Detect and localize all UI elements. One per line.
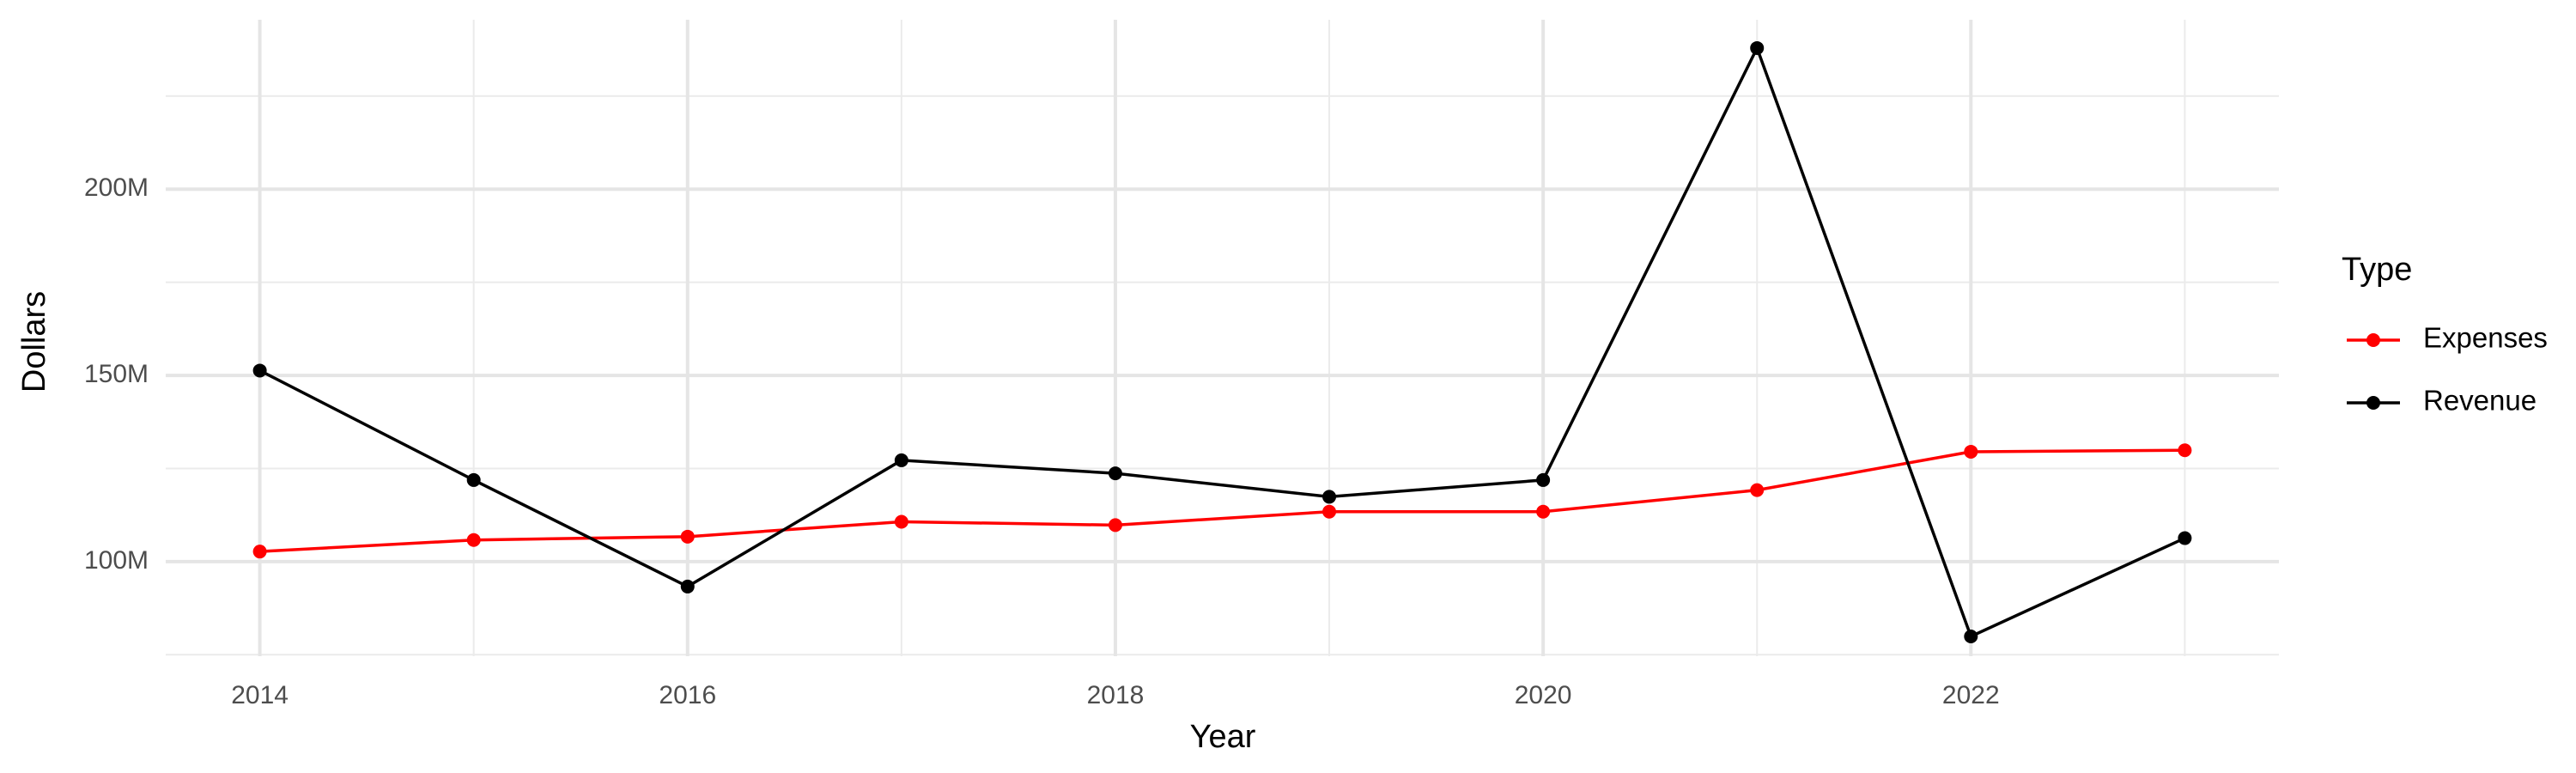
data-point [1108, 518, 1122, 533]
data-point [680, 579, 695, 593]
data-point [680, 529, 695, 544]
data-point [252, 545, 267, 559]
data-point [1322, 490, 1337, 504]
y-axis-title: Dollars [16, 291, 52, 393]
data-point [466, 472, 481, 487]
data-point [1108, 466, 1122, 481]
x-tick-label: 2014 [231, 681, 289, 709]
legend-label: Expenses [2423, 322, 2548, 354]
legend-swatch [2366, 333, 2380, 347]
data-point [2178, 531, 2192, 545]
data-point [894, 514, 908, 529]
data-point [252, 363, 267, 378]
y-tick-label: 200M [84, 173, 149, 202]
grid [166, 20, 2279, 656]
x-tick-label: 2022 [1942, 681, 2000, 709]
series-line [259, 448, 2185, 553]
x-tick-label: 2020 [1515, 681, 1572, 709]
data-point [1750, 483, 1765, 497]
x-tick-label: 2016 [659, 681, 716, 709]
y-tick-label: 150M [84, 360, 149, 388]
data-point [1964, 630, 1978, 644]
x-axis-title: Year [1190, 719, 1256, 755]
data-point [466, 533, 481, 547]
data-point [1964, 444, 1978, 459]
y-tick-label: 100M [84, 546, 149, 575]
data-point [894, 453, 908, 467]
legend-swatch [2366, 396, 2380, 410]
data-point [1750, 40, 1765, 55]
x-tick-label: 2018 [1087, 681, 1145, 709]
data-point [1536, 504, 1551, 519]
legend-label: Revenue [2423, 385, 2537, 417]
data-point [1536, 472, 1551, 487]
data-point [1322, 504, 1337, 519]
series-line [258, 44, 2186, 639]
legend-title: Type [2342, 252, 2412, 288]
data-point [2178, 443, 2192, 458]
